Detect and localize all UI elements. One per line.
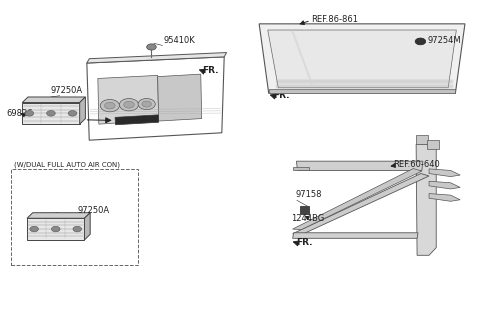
Polygon shape — [416, 144, 436, 255]
Circle shape — [73, 226, 82, 232]
Text: 97250A: 97250A — [77, 206, 109, 215]
Polygon shape — [429, 169, 460, 177]
Circle shape — [105, 102, 115, 109]
Polygon shape — [293, 167, 310, 170]
Polygon shape — [87, 52, 227, 63]
Polygon shape — [22, 103, 80, 124]
Circle shape — [142, 101, 151, 107]
Circle shape — [124, 101, 134, 108]
Circle shape — [68, 111, 77, 116]
Circle shape — [415, 38, 426, 45]
Circle shape — [25, 111, 34, 116]
Polygon shape — [300, 206, 310, 214]
Circle shape — [120, 99, 139, 111]
Polygon shape — [259, 24, 465, 93]
Polygon shape — [27, 213, 90, 218]
Circle shape — [100, 100, 120, 112]
Polygon shape — [429, 181, 460, 189]
Bar — [11, 169, 138, 264]
Polygon shape — [293, 169, 422, 230]
Polygon shape — [297, 161, 423, 171]
Text: 1244BG: 1244BG — [291, 214, 324, 223]
Polygon shape — [27, 218, 84, 240]
Polygon shape — [115, 115, 158, 125]
Polygon shape — [84, 213, 90, 240]
Polygon shape — [98, 75, 158, 124]
Text: REF.86-861: REF.86-861 — [311, 15, 358, 24]
Text: 95410K: 95410K — [163, 36, 195, 45]
Polygon shape — [429, 193, 460, 201]
Polygon shape — [427, 140, 439, 149]
Circle shape — [47, 111, 55, 116]
Text: REF.60-640: REF.60-640 — [393, 160, 440, 169]
Circle shape — [147, 44, 156, 50]
Text: FR.: FR. — [297, 238, 313, 247]
Polygon shape — [269, 89, 456, 93]
Text: 97158: 97158 — [296, 190, 323, 199]
Circle shape — [30, 226, 38, 232]
Text: 97254M: 97254M — [428, 36, 461, 45]
Polygon shape — [293, 233, 418, 238]
Polygon shape — [157, 74, 202, 121]
Text: FR.: FR. — [274, 91, 290, 100]
Circle shape — [138, 99, 156, 110]
Text: (W/DUAL FULL AUTO AIR CON): (W/DUAL FULL AUTO AIR CON) — [14, 162, 120, 168]
Polygon shape — [22, 97, 85, 103]
Polygon shape — [80, 97, 85, 124]
Text: 97250A: 97250A — [51, 86, 83, 95]
Polygon shape — [293, 174, 429, 234]
Text: 69826: 69826 — [6, 109, 33, 118]
Circle shape — [51, 226, 60, 232]
Text: FR.: FR. — [202, 66, 218, 75]
Polygon shape — [268, 30, 456, 88]
Polygon shape — [416, 135, 428, 144]
